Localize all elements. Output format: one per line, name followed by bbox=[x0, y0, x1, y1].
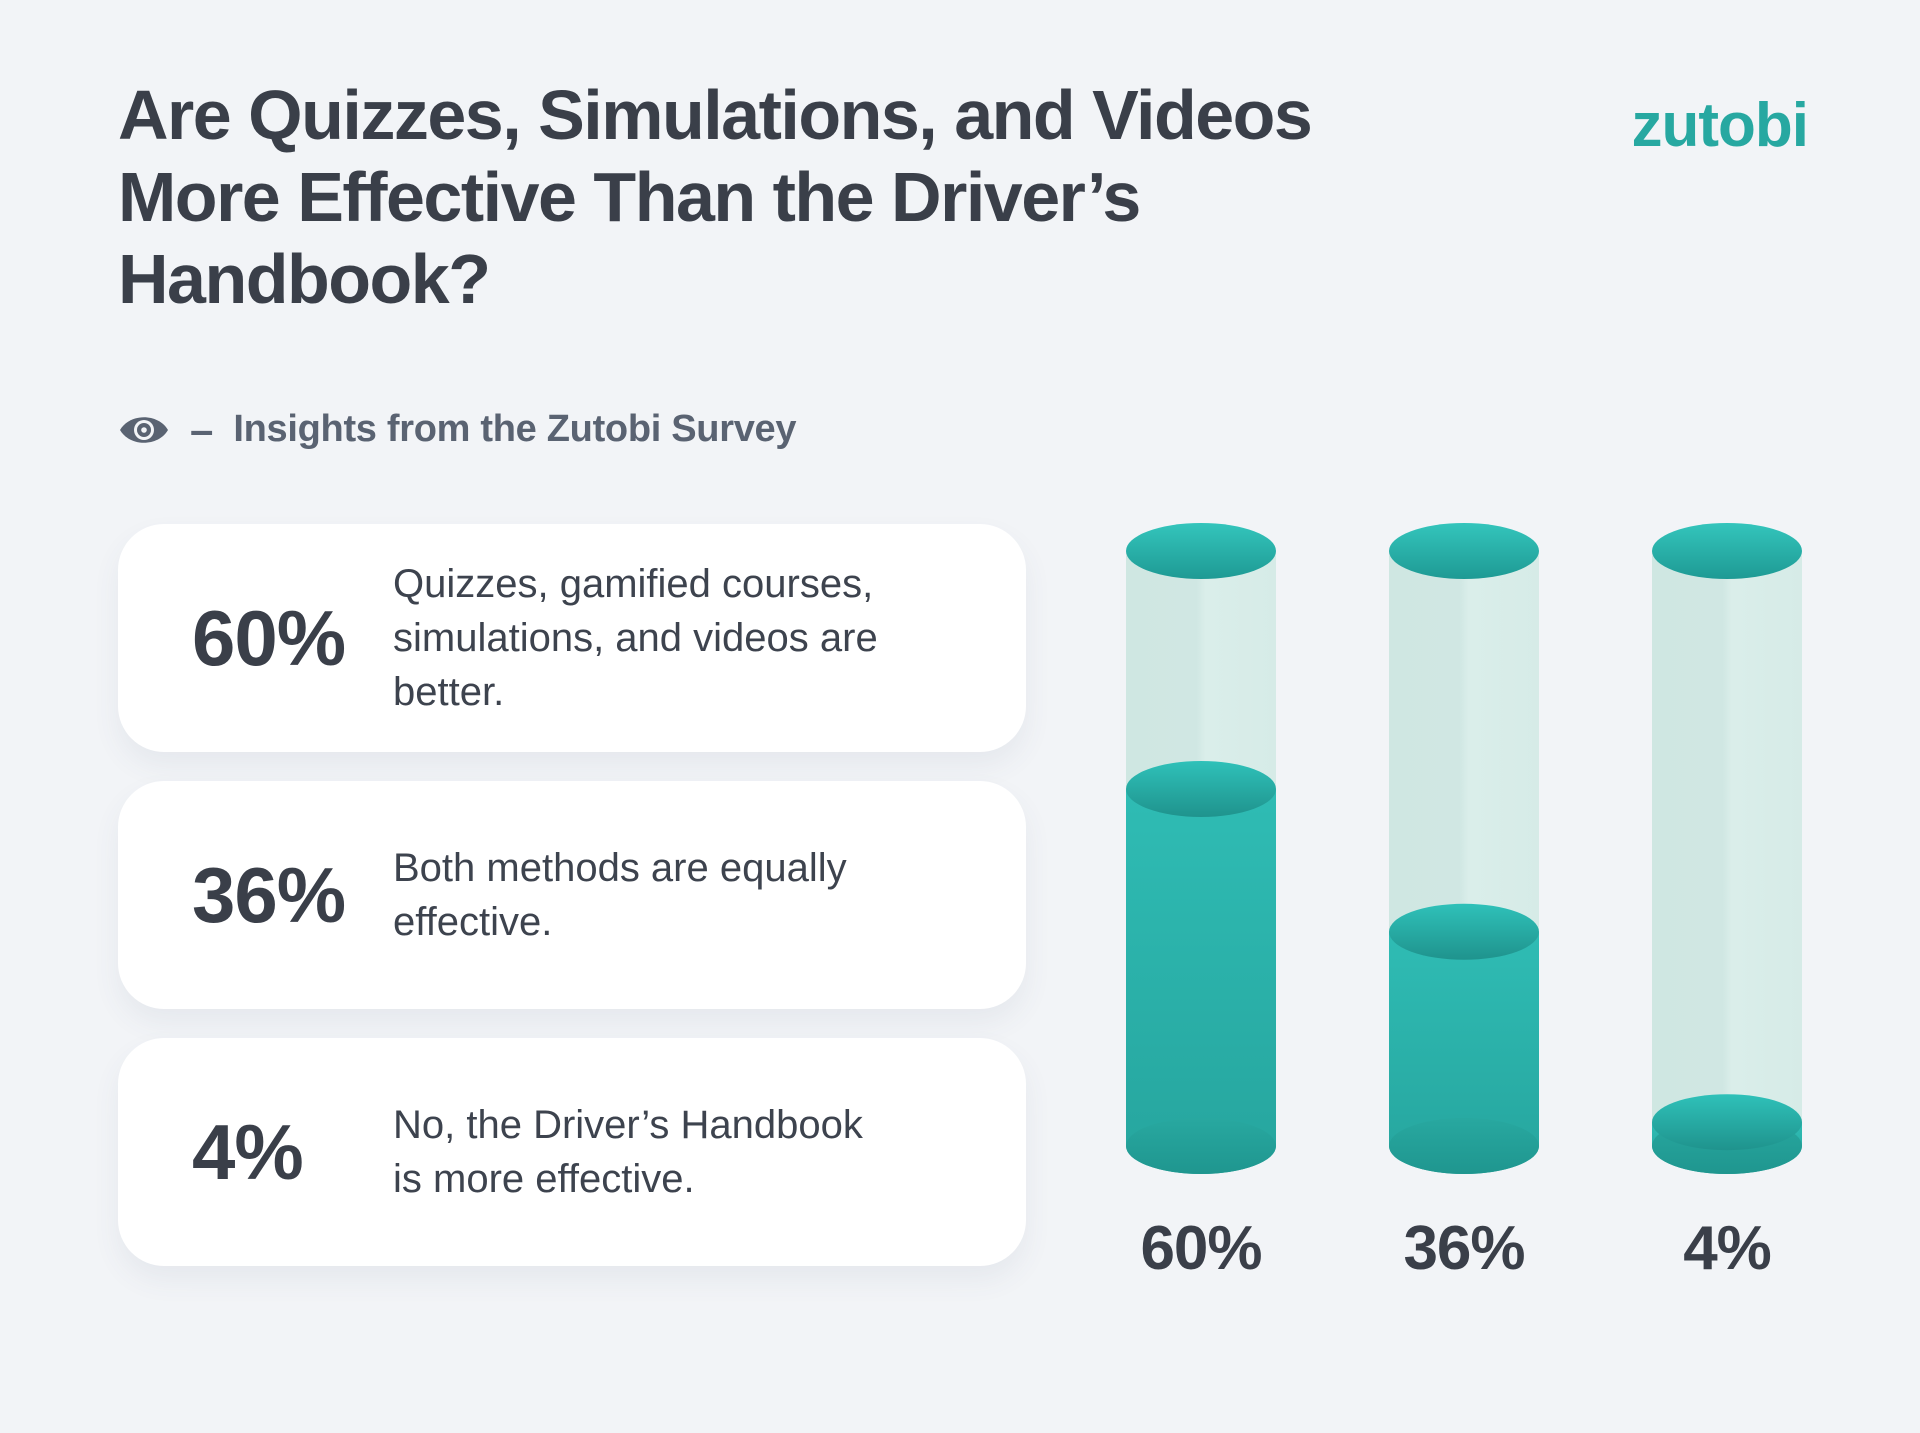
stat-description: No, the Driver’s Handbook is more effecti… bbox=[393, 1038, 863, 1266]
fill-body bbox=[1652, 1122, 1802, 1174]
stat-percent: 36% bbox=[192, 850, 346, 939]
tube-top-cap bbox=[1389, 523, 1539, 579]
bar-value-label: 36% bbox=[1403, 1214, 1525, 1283]
subtitle-text: Insights from the Zutobi Survey bbox=[233, 408, 797, 450]
tube-top-cap bbox=[1126, 523, 1276, 579]
stat-percent: 60% bbox=[192, 593, 346, 682]
subtitle-row: – Insights from the Zutobi Survey bbox=[118, 405, 797, 453]
stat-description: Quizzes, gamified courses, simulations, a… bbox=[393, 524, 878, 752]
cylinder-svg bbox=[1126, 523, 1276, 1174]
fill-bottom-cap bbox=[1389, 1118, 1539, 1174]
stat-card: 36% Both methods are equally effective. bbox=[118, 781, 1026, 1009]
text-line: Both methods are equally bbox=[393, 846, 847, 890]
eye-icon bbox=[120, 416, 168, 443]
text-line: is more effective. bbox=[393, 1157, 695, 1201]
page-title: Are Quizzes, Simulations, and Videos More… bbox=[118, 74, 1313, 320]
fill-bottom-cap bbox=[1126, 1118, 1276, 1174]
text-line: Handbook? bbox=[118, 240, 491, 318]
text-line: No, the Driver’s Handbook bbox=[393, 1103, 863, 1147]
stat-card: 60% Quizzes, gamified courses, simulation… bbox=[118, 524, 1026, 752]
stat-description: Both methods are equally effective. bbox=[393, 781, 847, 1009]
fill-body bbox=[1126, 789, 1276, 1174]
cylinder-svg bbox=[1389, 523, 1539, 1174]
tube-body bbox=[1652, 551, 1802, 1174]
cylinder-column: 60% bbox=[1126, 521, 1276, 1284]
fill-body bbox=[1389, 931, 1539, 1174]
text-line: Quizzes, gamified courses, bbox=[393, 562, 874, 606]
text-line: effective. bbox=[393, 900, 553, 944]
bar-value-label: 4% bbox=[1683, 1214, 1772, 1283]
cylinder-svg bbox=[1652, 523, 1802, 1174]
text-line: Are Quizzes, Simulations, and Videos bbox=[118, 76, 1313, 154]
cylinder-column: 4% bbox=[1652, 521, 1802, 1284]
cylinder-column: 36% bbox=[1389, 521, 1539, 1284]
text-line: simulations, and videos are bbox=[393, 616, 878, 660]
stat-card: 4% No, the Driver’s Handbook is more effe… bbox=[118, 1038, 1026, 1266]
stats-list: 60% Quizzes, gamified courses, simulation… bbox=[118, 524, 1026, 1295]
text-line: better. bbox=[393, 670, 505, 714]
bar-value-label: 60% bbox=[1140, 1214, 1262, 1283]
tube-top-cap bbox=[1652, 523, 1802, 579]
tube-body bbox=[1126, 551, 1276, 1174]
text-line: More Effective Than the Driver’s bbox=[118, 158, 1141, 236]
fill-top-cap bbox=[1652, 1094, 1802, 1151]
fill-top-cap bbox=[1126, 761, 1276, 817]
subtitle-dash: – bbox=[190, 405, 214, 453]
fill-bottom-cap bbox=[1652, 1118, 1802, 1174]
fill-top-cap bbox=[1389, 903, 1539, 960]
stat-percent: 4% bbox=[192, 1107, 304, 1196]
zutobi-logo: zutobi bbox=[1631, 91, 1809, 160]
tube-body bbox=[1389, 551, 1539, 1174]
